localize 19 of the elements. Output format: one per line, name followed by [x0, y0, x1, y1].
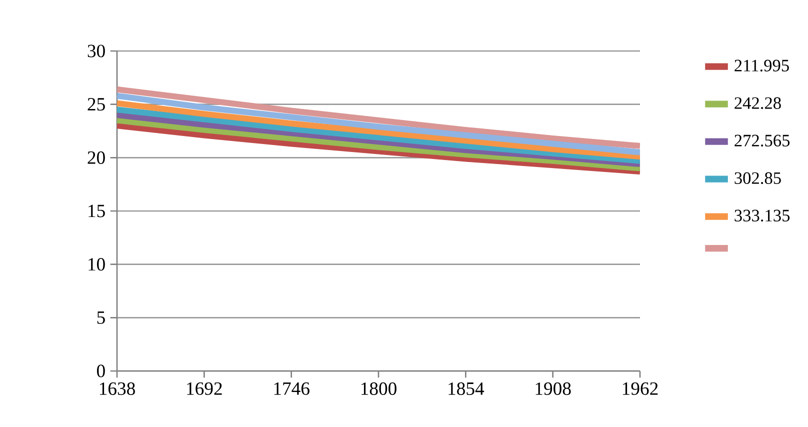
y-tick-label: 15 [88, 204, 105, 218]
x-tick-label: 1854 [448, 382, 484, 395]
y-tick-label: 20 [88, 151, 105, 164]
y-tick-label: 25 [88, 98, 105, 111]
y-tick-label: 10 [88, 258, 105, 271]
legend-label: 333.135 [734, 210, 790, 222]
legend-label: 272.565 [734, 134, 790, 147]
x-tick-label: 1908 [536, 382, 571, 395]
legend-label: 302.85 [734, 172, 781, 184]
legend-label: 211.995 [734, 60, 789, 72]
x-tick-label: 1962 [622, 382, 658, 395]
legend-label: 242.28 [734, 97, 781, 110]
y-tick-label: 30 [88, 44, 105, 58]
x-tick-label: 1746 [274, 382, 310, 395]
x-tick-label: 1692 [187, 382, 222, 395]
x-tick-label: 1638 [100, 382, 135, 395]
y-tick-label: 0 [97, 364, 105, 378]
y-tick-label: 5 [97, 311, 105, 324]
x-tick-label: 1800 [361, 382, 396, 395]
